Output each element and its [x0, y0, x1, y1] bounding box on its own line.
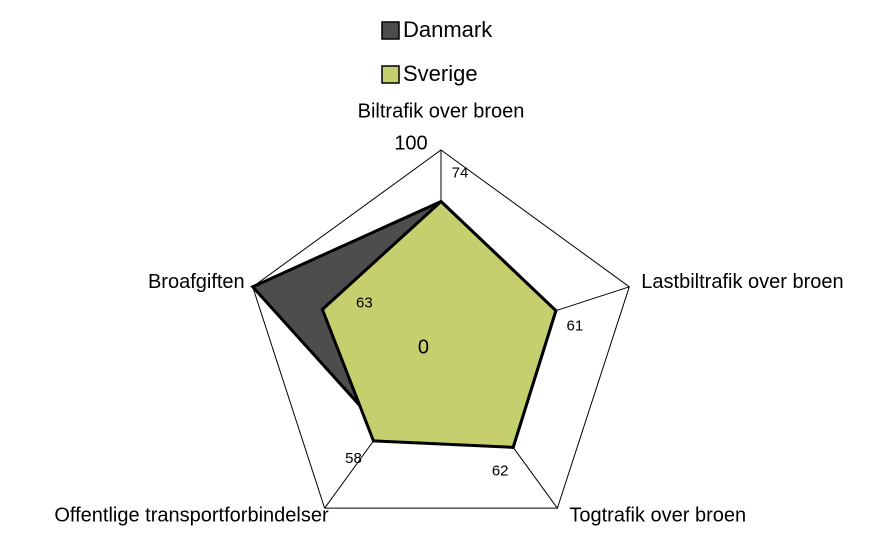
data-label: 62 — [492, 462, 509, 479]
grid-ring — [252, 149, 630, 509]
data-label: 74 — [452, 164, 469, 181]
axis-label: Broafgiften — [148, 271, 245, 293]
data-label: 58 — [345, 450, 362, 467]
axis-label: Biltrafik over broen — [358, 100, 525, 122]
scale-label: 0 — [418, 336, 429, 358]
axis-label: Togtrafik over broen — [569, 504, 746, 526]
axis-label: Lastbiltrafik over broen — [641, 271, 843, 293]
axis-label: Offentlige transportforbindelser — [54, 504, 329, 526]
data-label: 63 — [356, 294, 373, 311]
legend-swatch — [381, 21, 400, 40]
legend-label: Danmark — [403, 17, 493, 42]
legend-label: Sverige — [403, 61, 478, 86]
series-area — [320, 199, 558, 449]
scale-label: 100 — [394, 132, 427, 154]
data-label: 61 — [567, 318, 584, 335]
legend-swatch — [381, 65, 400, 84]
